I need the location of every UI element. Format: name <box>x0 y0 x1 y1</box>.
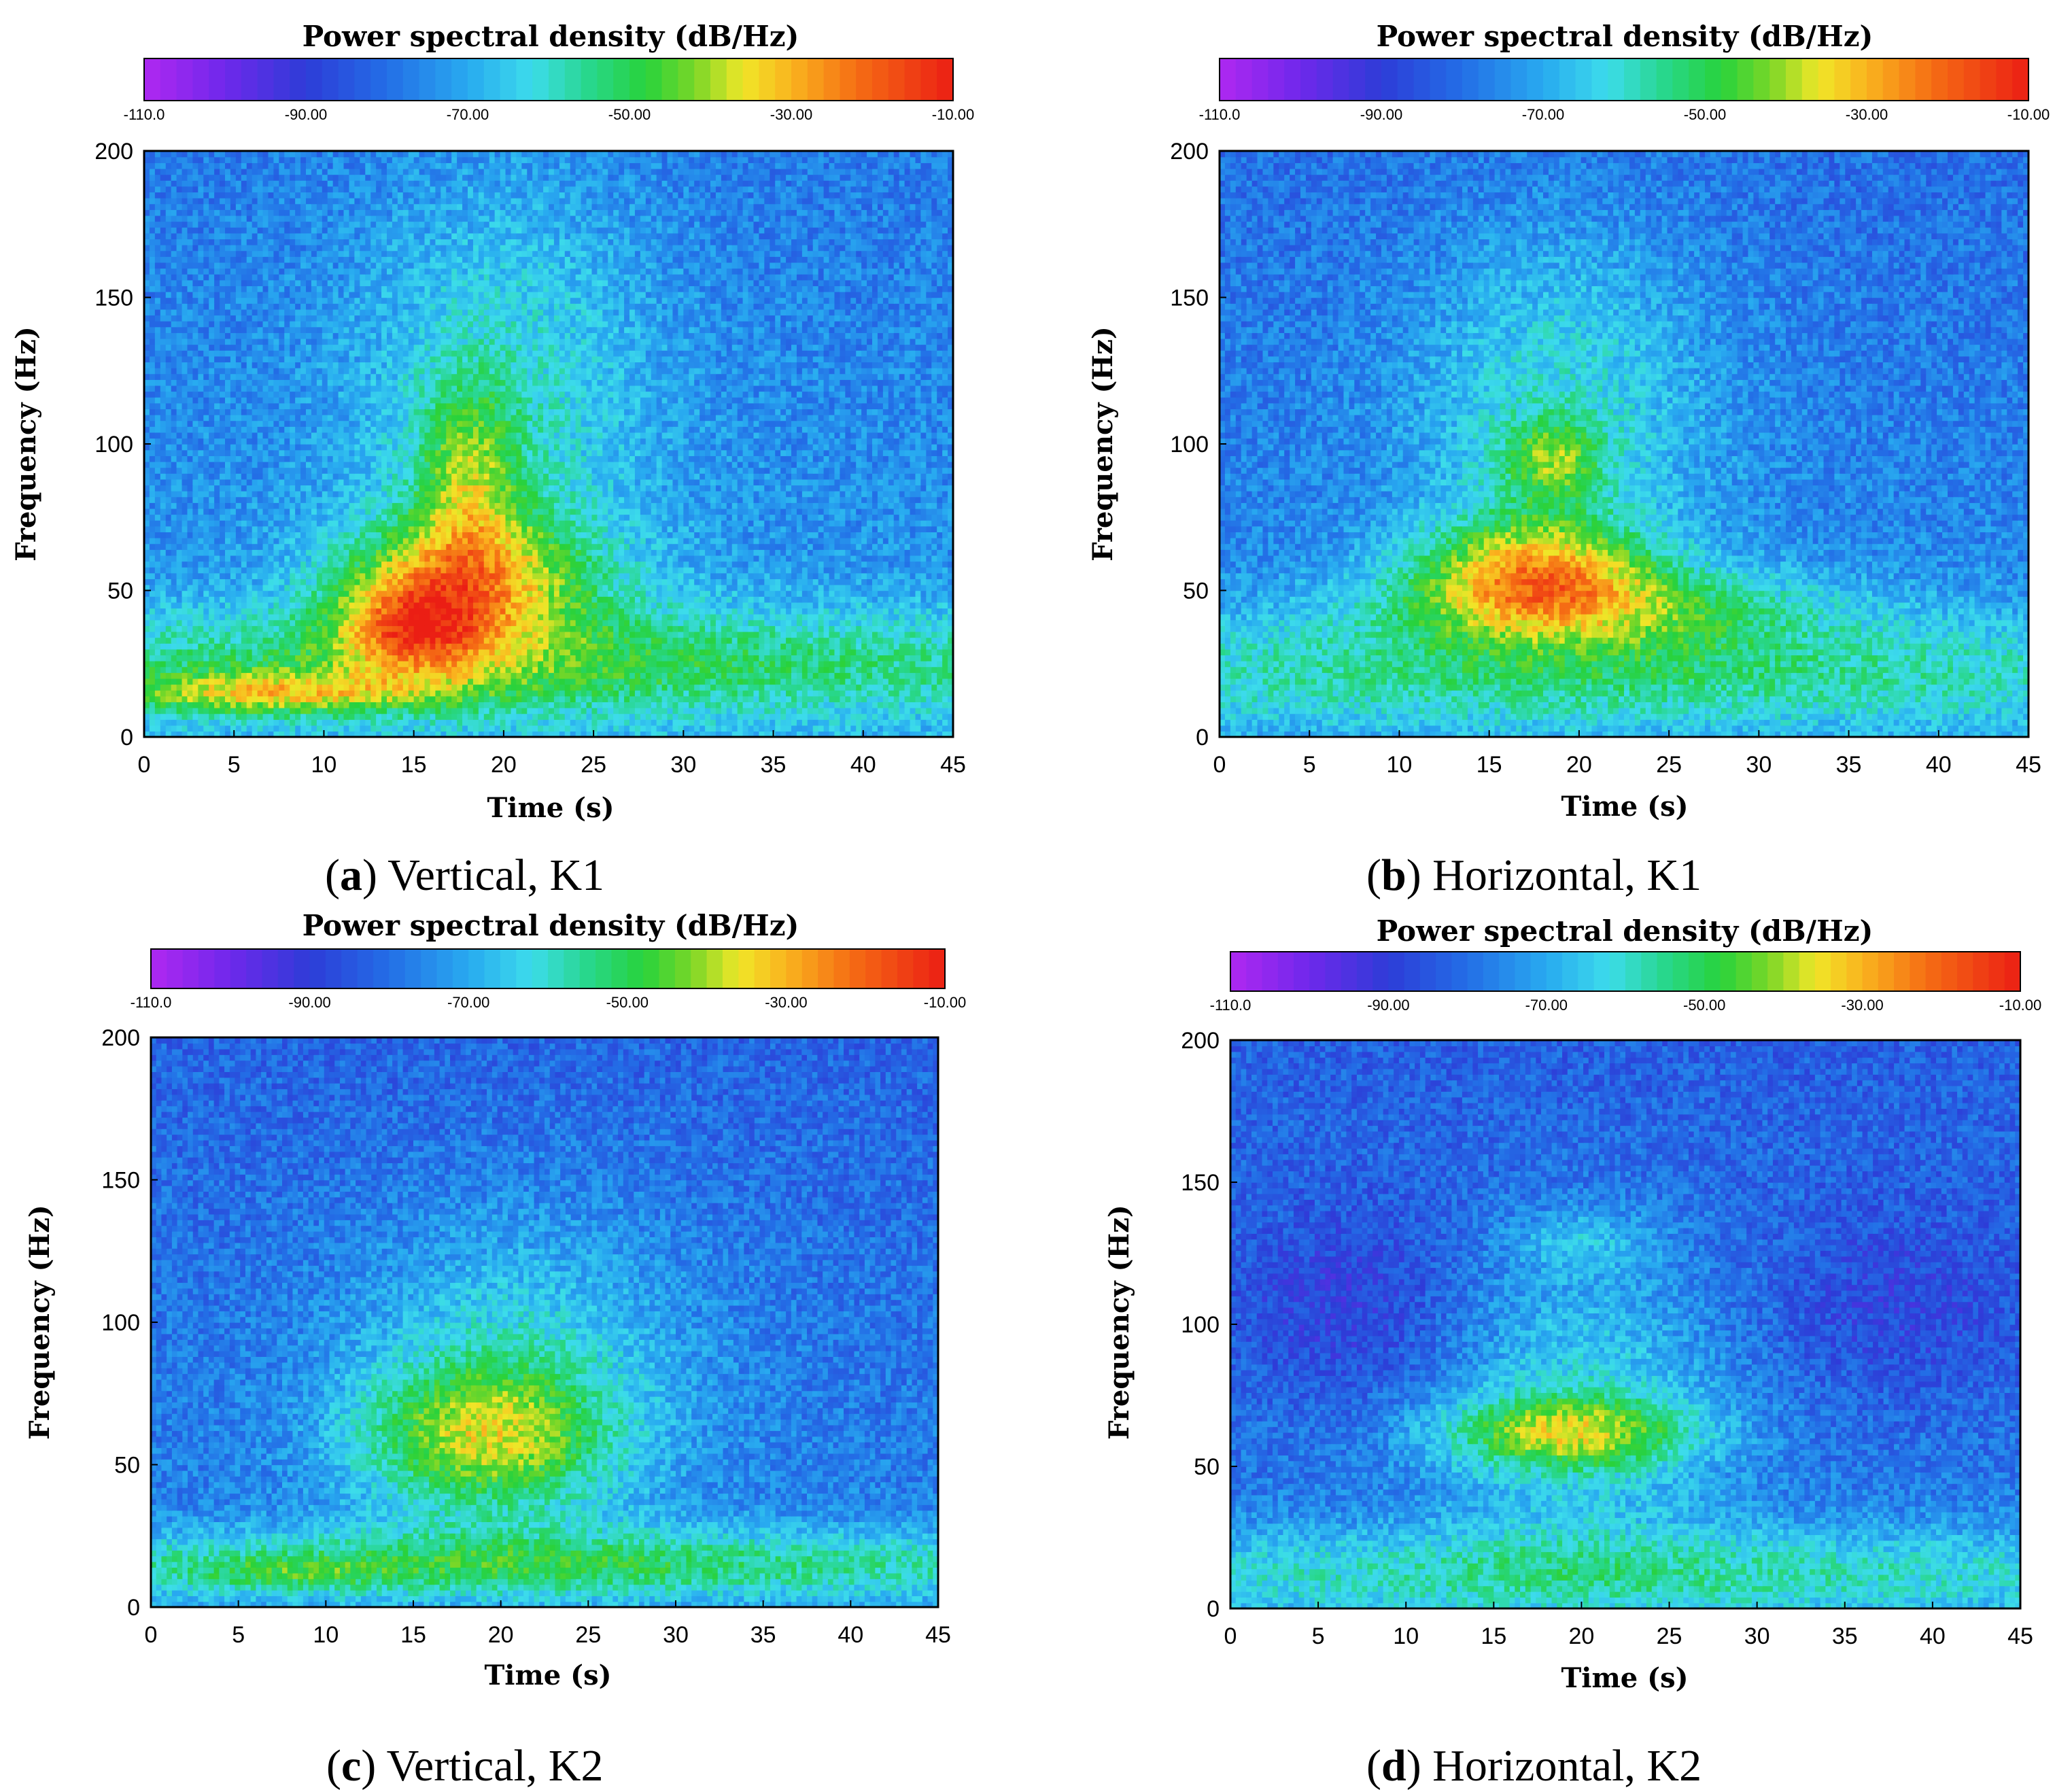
figure: Power spectral density (dB/Hz) -110.0 -90.… <box>0 0 2072 1792</box>
